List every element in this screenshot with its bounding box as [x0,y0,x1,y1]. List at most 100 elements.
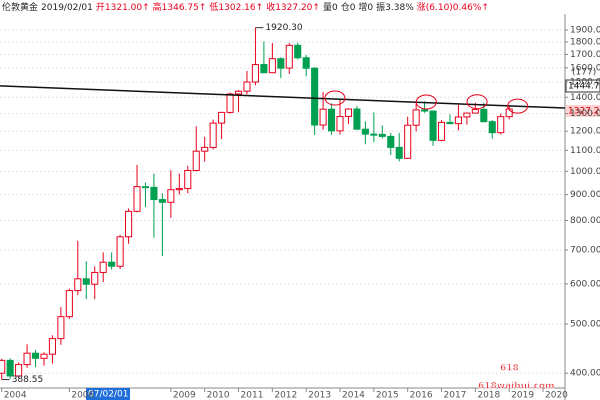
header-field: 仓0 [341,1,356,13]
header-field: 增0 [358,1,373,13]
candle-body [285,44,293,69]
x-tick-label: 2017 [444,391,467,400]
x-tick-label: 2013 [308,391,331,400]
price-tag-box [565,79,600,93]
candle-body [361,128,369,135]
candle-body [421,109,429,112]
x-tick-label: 2016 [410,391,433,400]
candle-body [353,108,361,130]
candle-body [251,64,259,83]
candle-body [336,115,344,132]
annotation-label: 388.55 [12,375,44,385]
candle-body [116,236,124,267]
candle-body [463,112,471,118]
header-field: 开1321.00↑ [96,2,150,13]
y-tick-label: 1800.00 [570,37,600,47]
candle-body [378,133,386,137]
y-tick-label: 1300.00 [570,109,600,119]
header-field: 量0 [323,2,338,13]
candle-body [370,133,378,136]
candle-body [480,108,488,123]
x-tick-label: 2011 [241,391,264,400]
y-tick-label: 800.00 [570,216,600,226]
highlight-circle [466,94,488,110]
candle-body [387,135,395,148]
plot: 1920.30 388.55 [0,23,566,385]
y-tick-label: 500.00 [570,320,600,330]
price-tag-box [566,105,600,117]
y-tick-label: 1400.00 [570,93,600,103]
candle-body [437,121,446,141]
candle-body [133,186,141,212]
y-tick-label: 700.00 [570,245,600,255]
price-tag: 1327.20 [568,107,600,117]
candle-body [15,364,23,377]
annotation-label: 1920.30 [265,23,302,33]
candle-body [488,121,496,134]
candle-body [404,124,412,159]
y-tick-label: 900.00 [570,190,600,200]
candle-body [412,109,420,126]
header-field: 收1327.20↑ [266,1,320,13]
candle-body [192,150,200,171]
candle-body [201,146,209,152]
x-tick-label: 2012 [274,391,297,400]
candle-body [125,210,133,238]
y-tick-label: 1600.00 [570,63,600,73]
x-tick-label: 2006 [71,391,94,400]
candle-body [0,359,6,374]
candle-body [243,81,251,92]
x-tick-label: 2014 [342,391,365,400]
header-field: 振3.38% [376,1,414,13]
candle-body [141,186,150,189]
header: 伦敦黄金 2019/02/01 开1321.00↑ 高1346.75↑ 低1302.16… [2,1,489,13]
x-tick-label: 2004 [4,391,27,400]
candle-body [99,261,107,273]
header-field: 高1346.75↑ [153,1,207,13]
candle-body [40,353,48,359]
highlight-circle [324,90,346,106]
highlight-circle [507,98,529,114]
x-tick-label: 2009 [173,391,196,400]
x-tick-label: 2020 [545,391,568,400]
candle-body [505,108,513,118]
candle-body [209,122,217,148]
candle-body [454,116,462,125]
candle-body [82,278,90,285]
candle-body [226,93,234,113]
candle-body [311,67,319,126]
candle-body [6,359,14,377]
x-tick-label: 2018 [477,391,500,400]
trend-line [0,85,566,109]
candle-body [150,186,158,201]
y-tick-label: 600.00 [570,279,600,289]
y-tick-label: 1100.00 [570,146,600,156]
candle-body [65,290,73,318]
candle-body [497,116,505,134]
highlight-circle [415,94,437,110]
header-field: 低1302.16↑ [209,1,263,13]
y-tick-label: 400.00 [570,369,600,379]
x-tick-label: 2019 [511,391,534,400]
candle-body [167,189,175,203]
candle-body [108,261,116,267]
y-tick-label: 1200.00 [570,127,600,137]
price-tag: (177) [572,68,596,78]
candle-body [234,90,243,95]
watermark: 618外汇网 [500,362,546,374]
candle-body [260,64,268,74]
candle-body [184,169,192,190]
candle-body [471,108,479,114]
candle-body [218,111,226,124]
candle-body [91,271,99,285]
candle-body [302,57,310,69]
candle-body [268,58,276,74]
header-field: 伦敦黄金 [2,1,38,13]
candle-body [429,110,437,141]
candle-body [395,146,403,159]
cursor-label: 07/02/01 四 [88,390,140,400]
candle-body [344,108,353,117]
price-tag: 1444.70 [568,82,600,92]
